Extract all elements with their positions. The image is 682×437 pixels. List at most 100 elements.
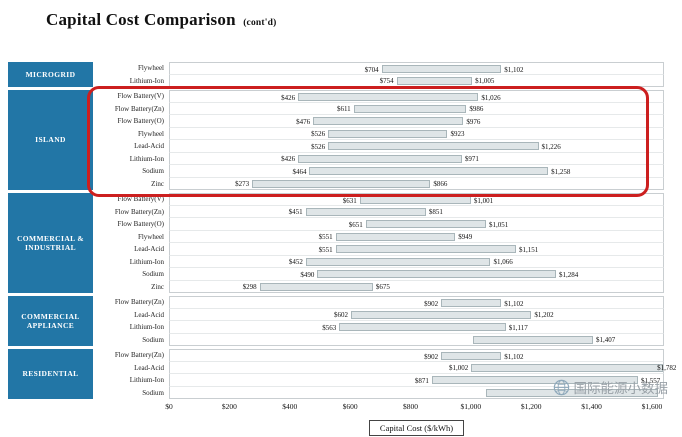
tech-label: Flow Battery(O) [117,220,164,229]
range-bar [305,257,491,266]
x-tick: $1,000 [460,402,482,411]
bar-cell: $704 $1,102 [169,62,664,75]
min-value-label: $526 [311,142,326,151]
section-label-commercial-industrial: COMMERCIAL & INDUSTRIAL [8,193,93,293]
min-value-label: $551 [318,245,333,254]
min-value-label: $611 [336,105,351,113]
tech-label: Lead-Acid [134,363,164,372]
tech-label: Flywheel [137,64,164,73]
x-tick: $1,600 [641,402,663,411]
range-bar [472,335,593,344]
max-value-label: $1,407 [595,336,616,344]
bar-cell: $551 $1,151 [169,243,664,256]
tech-row: Zinc $298 $675 [93,280,664,293]
min-value-label: $490 [300,270,315,279]
bar-cell: $563 $1,117 [169,321,664,334]
max-value-label: $1,557 [641,376,661,385]
max-value-label: $1,258 [551,167,571,176]
range-bar [396,76,473,85]
x-tick: $1,400 [581,402,602,411]
section-microgrid: MICROGRID Flywheel $704 $1,102 Lithium-Ion $7… [8,62,664,87]
x-tick: $400 [282,402,298,411]
min-value-label: $476 [296,117,311,126]
x-axis: $0 $200 $400 $600 $800 $1,000 $1,200 $1,400 $1,6… [165,402,664,413]
tech-row: Lithium-Ion $563 $1,117 [93,321,664,334]
range-bar [441,299,502,307]
tech-label: Sodium [142,335,164,344]
section-commercial-appliance: COMMERCIAL APPLIANCE Flow Battery(Zn) $902… [8,296,664,346]
tech-row: Sodium $490 $1,284 [93,268,664,281]
watermark: 国际能源小数据 [553,377,669,397]
min-value-label: $526 [311,130,326,138]
bar-cell: $476 $976 [169,115,664,128]
min-value-label: $464 [292,167,307,176]
max-value-label: $971 [464,155,479,163]
bar-cell: $871 $1,557 [169,374,664,387]
tech-row: Flow Battery(Zn) $902 $1,102 [93,349,664,362]
tech-row: Flow Battery(Zn) $611 $986 [93,102,664,115]
range-bar [339,323,506,331]
tech-label: Flow Battery(Zn) [114,351,164,360]
min-value-label: $298 [242,283,257,291]
tech-label: Lithium-Ion [129,376,164,385]
bar-cell: $611 $986 [169,102,664,115]
range-bar [298,93,479,101]
max-value-label: $986 [469,105,484,113]
bar-cell: $526 $923 [169,127,664,140]
range-bar [471,363,663,372]
range-bar [441,352,502,360]
section-label-island: ISLAND [8,90,93,190]
sections: MICROGRID Flywheel $704 $1,102 Lithium-Ion $7… [8,62,676,399]
bar-cell: $490 $1,284 [169,268,664,281]
min-value-label: $426 [281,155,296,163]
max-value-label: $1,102 [504,65,524,74]
range-bar [335,232,456,241]
max-value-label: $866 [433,180,448,188]
min-value-label: $902 [424,352,439,361]
bar-cell: $1,002 $1,782 [169,361,676,374]
section-label-commercial-appliance: COMMERCIAL APPLIANCE [8,296,93,346]
tech-label: Sodium [142,167,164,176]
tech-row: Flow Battery(O) $651 $1,051 [93,218,664,231]
range-bar [252,179,431,188]
range-bar [317,270,556,278]
tech-label: Lead-Acid [134,310,164,319]
tech-label: Lead-Acid [134,142,164,151]
bar-cell: $426 $971 [169,152,664,165]
tech-label: Lithium-Ion [129,154,164,163]
range-bar [328,142,539,150]
title-text: Capital Cost Comparison [46,10,236,29]
min-value-label: $871 [414,376,429,385]
max-value-label: $1,051 [488,220,509,229]
max-value-label: $1,102 [504,352,524,361]
range-bar [298,154,462,163]
max-value-label: $923 [450,130,465,138]
min-value-label: $451 [288,208,303,216]
x-axis-title-wrap: Capital Cost ($/kWh) [169,418,664,436]
min-value-label: $1,002 [448,364,469,372]
bar-cell: $451 $851 [169,205,664,218]
tech-row: Flywheel $704 $1,102 [93,62,664,75]
range-bar [365,220,486,228]
min-value-label: $704 [364,65,379,74]
page-title: Capital Cost Comparison (cont'd) [46,10,276,30]
watermark-text: 国际能源小数据 [573,381,669,396]
tech-row: Lead-Acid $1,002 $1,782 [93,361,676,374]
tech-label: Flywheel [137,129,164,138]
tech-row: Lead-Acid $526 $1,226 [93,140,664,153]
tech-row: Lithium-Ion $452 $1,066 [93,255,664,268]
tech-label: Lithium-Ion [129,257,164,266]
min-value-label: $651 [348,220,363,229]
tech-row: Flywheel $526 $923 [93,127,664,140]
max-value-label: $1,102 [504,299,524,308]
min-value-label: $551 [318,233,333,241]
tech-label: Lithium-Ion [129,76,164,85]
max-value-label: $1,202 [534,311,554,319]
tech-row: Flow Battery(V) $426 $1,026 [93,90,664,103]
tech-label: Sodium [142,388,164,397]
tech-row: Zinc $273 $866 [93,177,664,190]
bar-cell: $426 $1,026 [169,90,664,103]
section-rows: Flywheel $704 $1,102 Lithium-Ion $754 $1,005 [93,62,664,87]
tech-row: Lithium-Ion $871 $1,557 [93,374,664,387]
